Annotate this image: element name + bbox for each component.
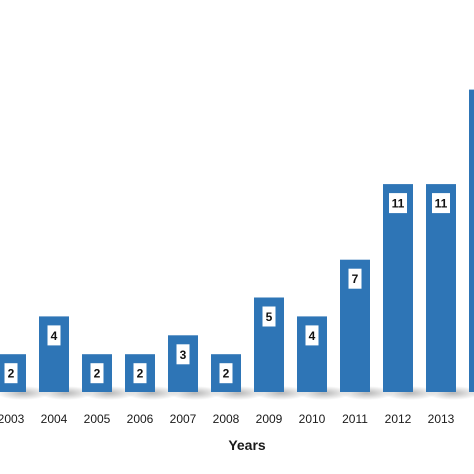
- x-tick-2004: 2004: [41, 412, 68, 426]
- data-label-2010: 4: [309, 329, 316, 343]
- x-tick-2006: 2006: [127, 412, 154, 426]
- x-tick-2012: 2012: [385, 412, 412, 426]
- data-label-box-2008: [219, 363, 233, 384]
- data-label-box-2007: [176, 344, 190, 365]
- data-labels: 2 4 2 2 3 2 5 4 7 11 11: [4, 193, 450, 384]
- x-tick-2005: 2005: [84, 412, 111, 426]
- data-label-2013: 11: [435, 197, 448, 211]
- data-label-2004: 4: [51, 329, 58, 343]
- x-axis-title: Years: [228, 437, 266, 453]
- data-label-2006: 2: [137, 367, 144, 381]
- data-label-2005: 2: [94, 367, 101, 381]
- x-tick-2003: 2003: [0, 412, 25, 426]
- bars: [0, 89, 474, 392]
- x-tick-2007: 2007: [170, 412, 197, 426]
- data-label-2003: 2: [8, 367, 15, 381]
- data-label-box-2005: [90, 363, 104, 384]
- x-tick-2013: 2013: [428, 412, 455, 426]
- data-label-2012: 11: [392, 197, 405, 211]
- data-label-box-2011: [348, 268, 362, 289]
- data-label-box-2003: [4, 363, 18, 384]
- data-label-2011: 7: [352, 272, 359, 286]
- x-tick-2010: 2010: [299, 412, 326, 426]
- data-label-box-2010: [305, 325, 319, 346]
- x-tick-2011: 2011: [342, 412, 368, 426]
- data-label-box-2012: [389, 193, 407, 214]
- data-label-box-2009: [262, 306, 276, 327]
- x-tick-labels: 2003 2004 2005 2006 2007 2008 2009 2010 2011 2012…: [0, 412, 455, 426]
- data-label-box-2013: [432, 193, 450, 214]
- data-label-2009: 5: [266, 310, 273, 324]
- bar-2012: [383, 184, 413, 392]
- bar-2014: [469, 89, 474, 392]
- data-label-box-2004: [47, 325, 61, 346]
- data-label-2007: 3: [180, 348, 187, 362]
- x-tick-2009: 2009: [256, 412, 283, 426]
- data-label-2008: 2: [223, 367, 230, 381]
- data-label-box-2006: [133, 363, 147, 384]
- bar-2013: [426, 184, 456, 392]
- x-tick-2008: 2008: [213, 412, 240, 426]
